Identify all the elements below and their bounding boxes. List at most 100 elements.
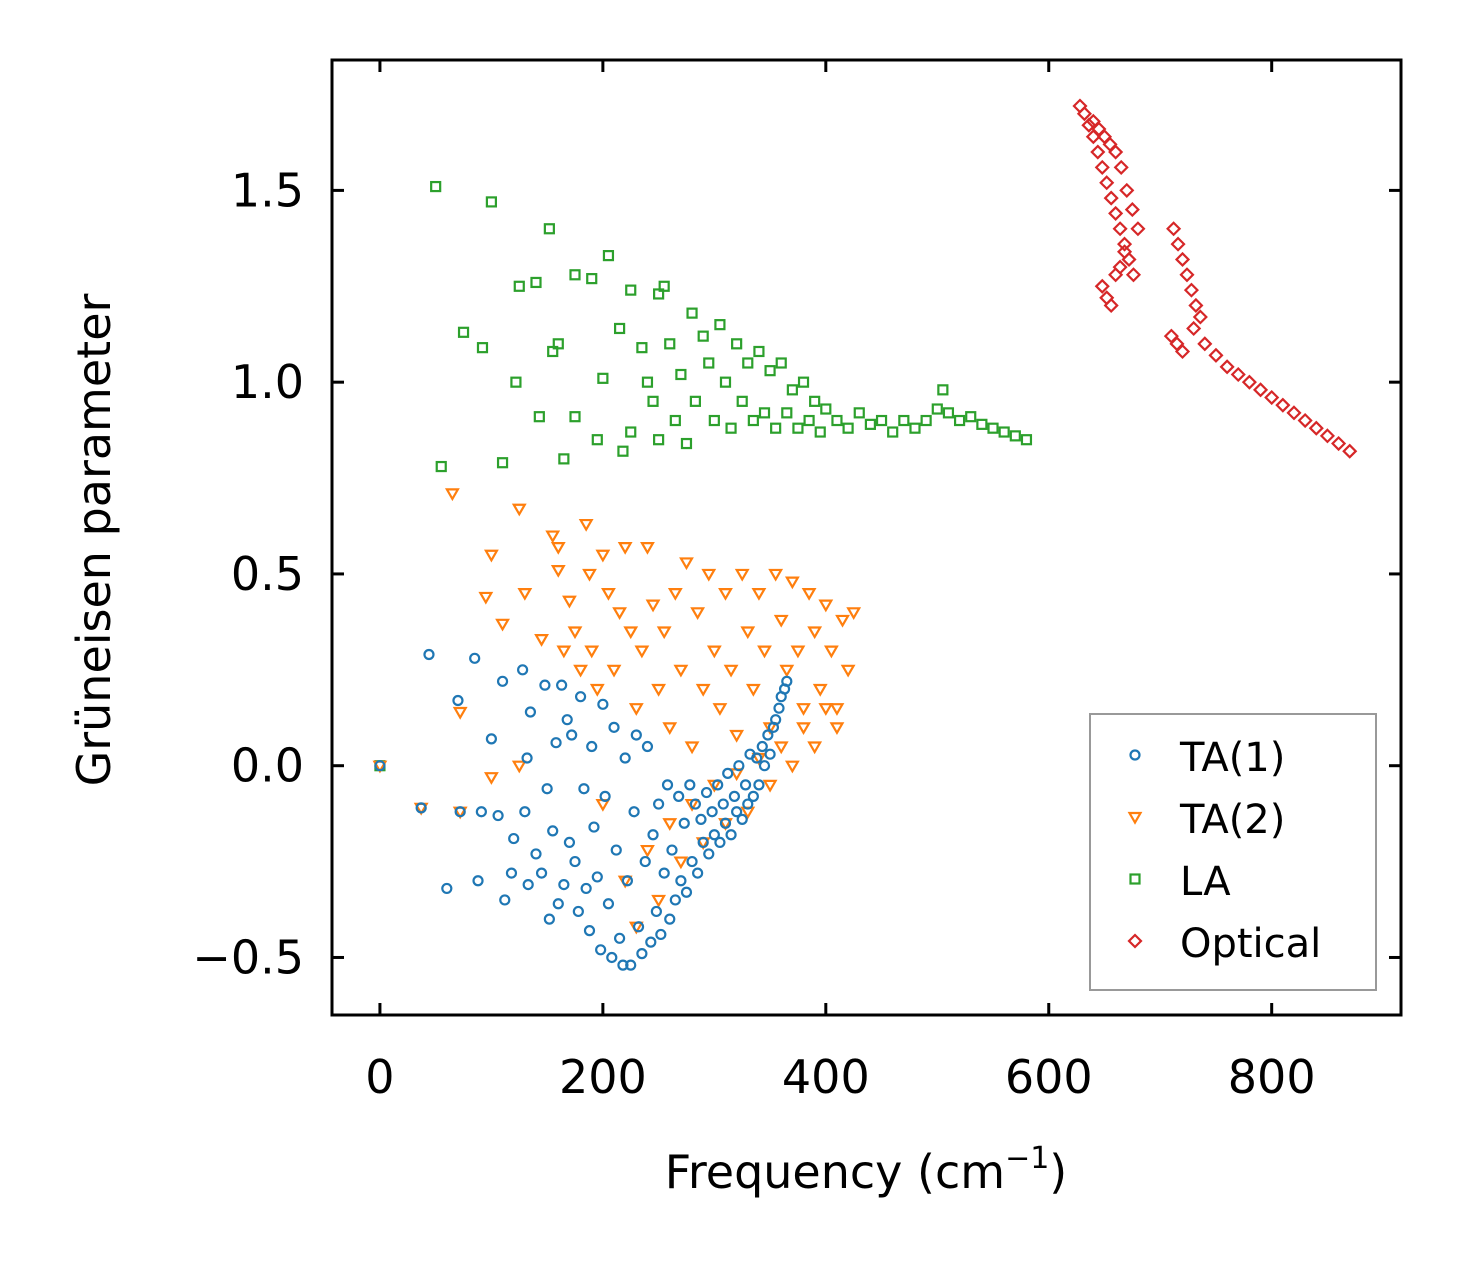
data-point-ta-1 [608, 721, 620, 733]
data-point-la [853, 407, 865, 419]
data-point-ta-1 [578, 783, 590, 795]
data-point-la [719, 376, 732, 388]
data-point-la [569, 411, 581, 423]
data-point-ta-1 [628, 806, 640, 818]
data-point-la [937, 384, 949, 396]
data-point-optical [1112, 259, 1128, 275]
data-point-la [1020, 434, 1033, 446]
data-point-ta-2 [578, 518, 594, 532]
data-point-ta-1 [517, 664, 529, 676]
data-point-ta-1 [415, 802, 427, 814]
data-point-la [669, 414, 681, 427]
data-point-optical [1197, 336, 1213, 352]
data-point-optical [1331, 435, 1347, 452]
data-point-ta-2 [640, 541, 655, 555]
data-point-la [697, 330, 709, 342]
data-point-ta-1 [722, 767, 734, 779]
data-point-ta-2 [601, 588, 616, 601]
data-point-la [792, 422, 804, 434]
data-point-ta-1 [583, 925, 596, 937]
x-axis-title: Frequency (cm−1) [665, 1141, 1068, 1199]
axis-ticks: 0 200 400 600 800 −0.5 0.0 0.5 1.0 1.5 [192, 60, 1401, 1104]
data-point-la [965, 411, 977, 423]
data-point-ta-1 [669, 894, 681, 906]
data-point-ta-2 [807, 741, 823, 755]
data-point-la [987, 422, 999, 434]
data-point-optical [1275, 397, 1291, 413]
data-point-la [613, 322, 626, 335]
data-point-ta-1 [580, 882, 592, 895]
data-point-ta-2 [645, 599, 661, 613]
data-point-optical [1208, 347, 1224, 363]
data-point-la [533, 411, 545, 423]
data-point-ta-1 [664, 913, 676, 925]
data-point-la [513, 280, 525, 292]
data-point-ta-1 [650, 905, 662, 918]
data-point-ta-2 [718, 588, 733, 601]
data-point-la [809, 395, 821, 407]
data-point-la [747, 414, 759, 427]
data-point-ta-1 [770, 714, 782, 726]
data-point-ta-2 [773, 614, 789, 628]
data-point-la [864, 418, 877, 430]
data-point-ta-1 [773, 702, 785, 714]
y-tick-label: −0.5 [192, 930, 304, 984]
data-point-ta-1 [588, 821, 600, 833]
data-point-optical [1116, 236, 1133, 252]
data-point-la [920, 414, 932, 427]
plot-points [372, 98, 1358, 971]
data-point-optical [1230, 366, 1246, 383]
data-point-la [775, 357, 787, 369]
data-point-la [736, 395, 748, 407]
data-point-ta-1 [673, 790, 685, 802]
legend-marker-ta-1 [1129, 749, 1141, 761]
data-point-optical [1166, 221, 1182, 237]
data-point-ta-2 [517, 588, 533, 601]
data-point-ta-2 [818, 599, 834, 613]
data-point-la [803, 414, 815, 427]
data-point-optical [1113, 159, 1129, 175]
data-point-ta-1 [610, 844, 622, 856]
data-point-ta-2 [712, 703, 728, 716]
data-point-ta-1 [613, 932, 626, 944]
data-point-ta-1 [602, 898, 615, 910]
data-point-la [617, 445, 629, 457]
data-point-la [764, 365, 776, 377]
data-point-la [842, 422, 854, 434]
y-axis-title: Grüneisen parameter [67, 293, 121, 786]
data-point-la [942, 407, 955, 419]
data-point-ta-2 [829, 722, 845, 736]
data-point-ta-2 [444, 488, 460, 502]
data-point-ta-2 [823, 645, 839, 659]
data-point-ta-2 [673, 664, 689, 678]
data-point-ta-2 [545, 530, 561, 544]
data-point-optical [1112, 221, 1128, 237]
data-point-la [998, 426, 1010, 438]
data-point-optical [1108, 144, 1124, 160]
data-point-optical [1319, 428, 1335, 444]
data-point-optical [1119, 182, 1135, 198]
data-point-ta-2 [740, 626, 756, 640]
data-point-la [814, 426, 826, 438]
data-point-optical [1099, 290, 1115, 306]
data-point-ta-1 [641, 740, 654, 753]
data-point-la [543, 223, 555, 235]
legend: TA(1) TA(2) LA Optical [1089, 713, 1377, 991]
data-point-la [898, 414, 910, 427]
data-point-ta-1 [703, 848, 715, 860]
data-point-optical [1188, 297, 1204, 314]
data-point-ta-1 [706, 806, 718, 818]
legend-marker-ta-2 [1127, 811, 1143, 825]
data-point-ta-2 [634, 645, 650, 659]
legend-label-optical: Optical [1180, 921, 1321, 967]
data-point-ta-2 [556, 645, 572, 659]
data-point-ta-1 [658, 867, 670, 879]
data-point-la [703, 357, 715, 369]
data-point-ta-1 [452, 694, 464, 707]
data-point-ta-1 [519, 806, 531, 818]
data-point-ta-1 [717, 798, 729, 810]
data-point-ta-1 [563, 836, 576, 849]
data-point-ta-1 [374, 760, 386, 772]
data-point-ta-2 [796, 722, 811, 736]
data-point-ta-1 [695, 813, 707, 825]
